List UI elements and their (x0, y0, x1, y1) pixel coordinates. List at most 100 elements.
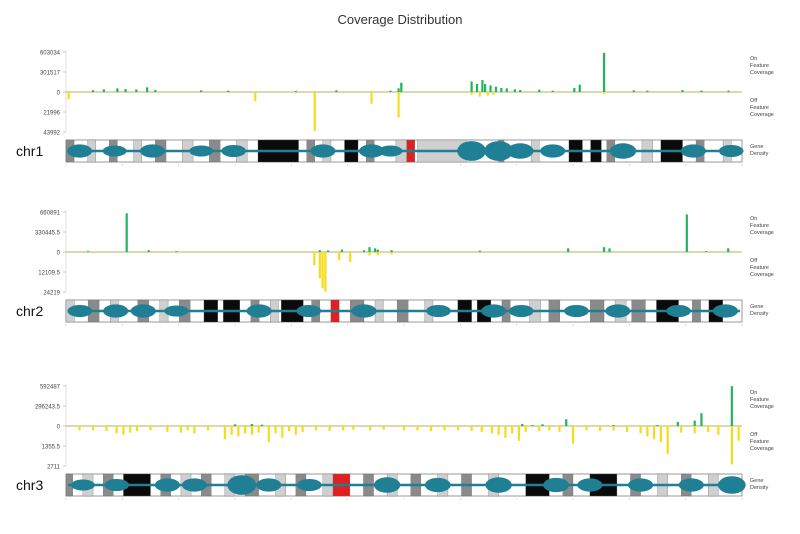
gene-density-blob (378, 145, 403, 157)
chromosome-panel-chr2: 660891330445.5012109.524219OnFeatureCove… (16, 210, 774, 326)
on-feature-bar (233, 424, 237, 426)
gene-density-blob (139, 144, 166, 158)
on-feature-bar (200, 90, 203, 92)
off-feature-bar (653, 426, 656, 440)
off-feature-bar (548, 426, 551, 431)
on-feature-bar (135, 89, 138, 92)
on-feature-bar (602, 52, 606, 92)
chromosome-panel-chr3: 592487296243.501355.52711OnFeatureCovera… (16, 384, 774, 500)
on-feature-bar (685, 214, 688, 252)
on-feature-coverage-label: Feature (750, 397, 769, 403)
off-feature-bar (294, 426, 297, 435)
on-feature-bar (91, 90, 95, 92)
off-feature-bar (274, 426, 277, 434)
on-tick-label: 0 (57, 425, 61, 431)
gene-density-blob (540, 144, 566, 158)
gene-density-blob (102, 145, 127, 157)
gene-density-blob (680, 144, 706, 158)
on-feature-bar (116, 88, 119, 92)
on-tick-label: 0 (57, 91, 61, 97)
on-feature-coverage-label: On (750, 216, 757, 222)
off-feature-bar (456, 426, 460, 431)
on-feature-bar (521, 423, 524, 426)
off-feature-bar (612, 426, 615, 431)
off-feature-bar (480, 426, 483, 432)
gene-density-blob (718, 144, 744, 158)
chromosome-label: chr3 (16, 477, 43, 493)
on-feature-bar (397, 88, 400, 92)
off-feature-bar (517, 426, 521, 441)
gene-density-blob (256, 478, 282, 492)
gene-density-blob (507, 143, 534, 159)
off-feature-bar (149, 426, 152, 431)
off-feature-bar (598, 426, 602, 432)
on-feature-bar (478, 250, 481, 252)
on-feature-bar (175, 251, 178, 252)
off-feature-bar (693, 426, 696, 434)
on-feature-bar (327, 250, 330, 252)
on-feature-bar (489, 85, 492, 92)
chromosome-label: chr2 (16, 303, 43, 319)
gene-density-blob (481, 304, 507, 318)
on-feature-bar (541, 424, 544, 426)
off-feature-bar (730, 426, 733, 465)
off-feature-bar (129, 426, 132, 433)
on-feature-bar (390, 250, 393, 252)
on-feature-bar (700, 413, 703, 426)
on-feature-bar (500, 88, 503, 92)
off-feature-coverage-label: Off (750, 432, 758, 438)
page-title: Coverage Distribution (337, 12, 463, 27)
off-feature-bar (352, 426, 355, 430)
off-feature-bar (707, 426, 710, 432)
off-feature-bar (179, 426, 183, 433)
on-feature-coverage-label: Feature (750, 223, 769, 229)
off-feature-bar (244, 426, 247, 434)
off-feature-bar (193, 426, 196, 434)
off-feature-bar (237, 426, 240, 437)
off-feature-bar (230, 426, 233, 435)
gene-density-label: Density (750, 485, 769, 491)
gene-density-blob (296, 304, 322, 318)
gene-density-blob (104, 478, 129, 492)
on-feature-bar (376, 249, 379, 252)
off-feature-bar (91, 426, 95, 431)
off-feature-bar (321, 252, 324, 289)
off-feature-bar (78, 426, 81, 431)
off-feature-bar (122, 426, 125, 435)
gene-density-blob (227, 475, 257, 495)
off-feature-bar (301, 426, 304, 432)
off-feature-bar (390, 252, 393, 255)
on-feature-bar (573, 88, 576, 92)
gene-density-blob (484, 141, 514, 161)
off-feature-bar (625, 426, 629, 432)
off-feature-bar (324, 252, 327, 292)
gene-density-blob (154, 478, 180, 492)
off-feature-bar (602, 92, 606, 94)
off-feature-bar (538, 426, 541, 432)
off-feature-bar (443, 426, 446, 431)
on-tick-label: 330445.5 (35, 231, 61, 237)
on-feature-bar (519, 90, 522, 92)
off-feature-coverage-label: Coverage (750, 446, 774, 452)
on-feature-bar (368, 247, 371, 252)
on-feature-bar (102, 89, 105, 92)
off-tick-label: 24219 (43, 291, 60, 297)
on-feature-bar (531, 424, 534, 426)
on-feature-coverage-label: Coverage (750, 404, 774, 410)
on-tick-label: 592487 (40, 385, 61, 391)
on-feature-bar (727, 248, 730, 252)
off-feature-bar (223, 426, 226, 440)
off-feature-coverage-label: Coverage (750, 112, 774, 118)
on-feature-bar (646, 90, 649, 92)
on-feature-bar (567, 248, 570, 252)
on-feature-bar (602, 247, 606, 252)
on-feature-bar (260, 424, 264, 426)
gene-density-blob (189, 145, 214, 157)
off-feature-bar (511, 426, 514, 434)
gene-density-blob (577, 478, 603, 492)
on-feature-bar (389, 90, 392, 92)
off-feature-bar (370, 92, 373, 104)
on-feature-bar (578, 84, 581, 92)
on-feature-bar (608, 248, 611, 252)
on-feature-coverage-label: Coverage (750, 230, 774, 236)
